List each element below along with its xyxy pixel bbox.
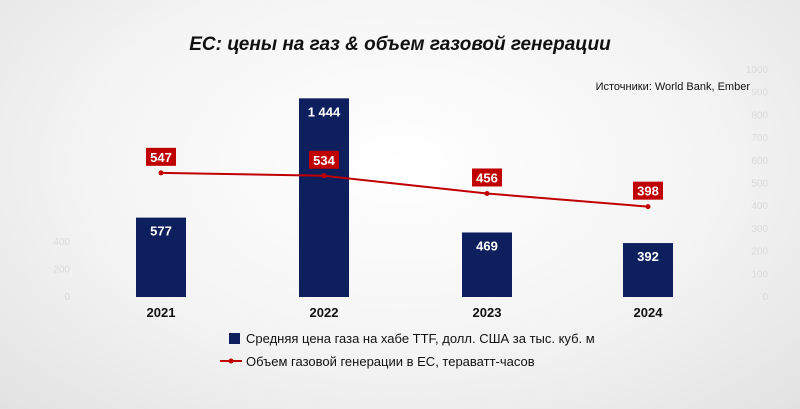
bar-data-label: 469	[476, 238, 498, 253]
line-data-label-box	[146, 147, 176, 166]
right-axis: 0 100 200 300 400 500 600 700 800 900 1000	[746, 65, 769, 303]
line-data-label-box	[633, 181, 663, 200]
category-label: 2021	[147, 305, 176, 320]
bar-data-label: 577	[150, 224, 172, 239]
right-axis-tick: 700	[751, 133, 768, 144]
line-data-label: 398	[637, 184, 659, 199]
category-label: 2024	[634, 305, 664, 320]
category-label: 2023	[473, 305, 502, 320]
right-axis-tick: 500	[751, 179, 768, 190]
legend-swatch-marker	[228, 358, 234, 364]
line-data-label: 456	[476, 170, 498, 185]
bar-data-label: 1 444	[308, 104, 341, 119]
category-axis: 2021 2022 2023 2024	[147, 305, 664, 320]
right-axis-tick: 200	[751, 247, 768, 258]
right-axis-tick: 100	[751, 269, 768, 280]
right-axis-tick: 400	[751, 201, 768, 212]
left-axis-tick: 0	[64, 292, 70, 303]
right-axis-tick: 600	[751, 156, 768, 167]
line-data-label: 547	[150, 150, 172, 165]
category-label: 2022	[310, 305, 339, 320]
line-path	[160, 171, 649, 208]
left-axis-tick: 200	[53, 264, 70, 275]
legend: Средняя цена газа на хабе TTF, долл. США…	[220, 331, 595, 369]
legend-swatch-bar	[229, 333, 240, 344]
right-axis-tick: 900	[751, 88, 768, 99]
legend-label-line: Объем газовой генерации в ЕС, тераватт-ч…	[246, 354, 535, 369]
right-axis-tick: 800	[751, 110, 768, 121]
legend-label-bar: Средняя цена газа на хабе TTF, долл. США…	[246, 331, 595, 346]
bar-data-label: 392	[637, 249, 659, 264]
right-axis-tick: 1000	[746, 65, 769, 76]
bar	[462, 232, 512, 297]
chart-title: ЕС: цены на газ & объем газовой генераци…	[189, 34, 611, 55]
left-axis: 0 200 400	[53, 237, 70, 303]
right-axis-tick: 0	[762, 292, 768, 303]
bar-series: 577 1 444 469 392	[136, 98, 673, 297]
line-data-label-box	[472, 168, 502, 187]
line-point	[484, 190, 490, 196]
line-data-label-box	[309, 150, 339, 169]
line-point	[158, 170, 164, 176]
chart-source: Источники: World Bank, Ember	[596, 81, 751, 93]
bar	[623, 243, 673, 297]
line-data-label: 534	[313, 153, 335, 168]
line-point	[321, 173, 327, 179]
bar	[136, 217, 186, 297]
bar	[299, 98, 349, 297]
left-axis-tick: 400	[53, 237, 70, 248]
line-point	[645, 204, 651, 210]
right-axis-tick: 300	[751, 224, 768, 235]
line-series: 547 534 456 398	[146, 147, 663, 210]
